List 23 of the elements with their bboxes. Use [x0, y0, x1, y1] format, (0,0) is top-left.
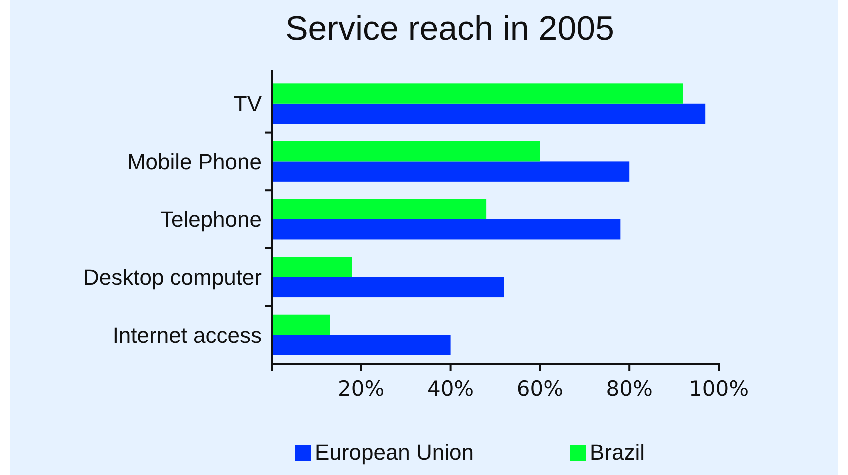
x-tick-label: 20%	[338, 376, 385, 401]
bar	[272, 220, 621, 240]
bar	[272, 141, 540, 162]
chart-title: Service reach in 2005	[286, 10, 614, 48]
bar	[272, 335, 451, 356]
y-tick-label: TV	[234, 92, 262, 117]
x-tick-label: 100%	[688, 376, 750, 401]
bar	[272, 257, 352, 278]
legend-label: Brazil	[590, 440, 646, 465]
y-tick-label: Telephone	[160, 207, 262, 232]
bar	[272, 104, 706, 124]
x-tick-label: 40%	[427, 376, 474, 401]
y-tick-label: Desktop computer	[83, 265, 262, 290]
x-tick-label: 80%	[606, 376, 653, 401]
bar	[272, 162, 630, 182]
y-tick-label: Mobile Phone	[127, 149, 262, 174]
bar	[272, 314, 330, 336]
y-tick-label: Internet access	[112, 322, 262, 348]
x-tick-label: 60%	[516, 376, 564, 401]
bar	[272, 277, 504, 298]
bar	[272, 84, 684, 104]
legend-label: European Union	[315, 440, 474, 465]
bar	[272, 199, 487, 220]
